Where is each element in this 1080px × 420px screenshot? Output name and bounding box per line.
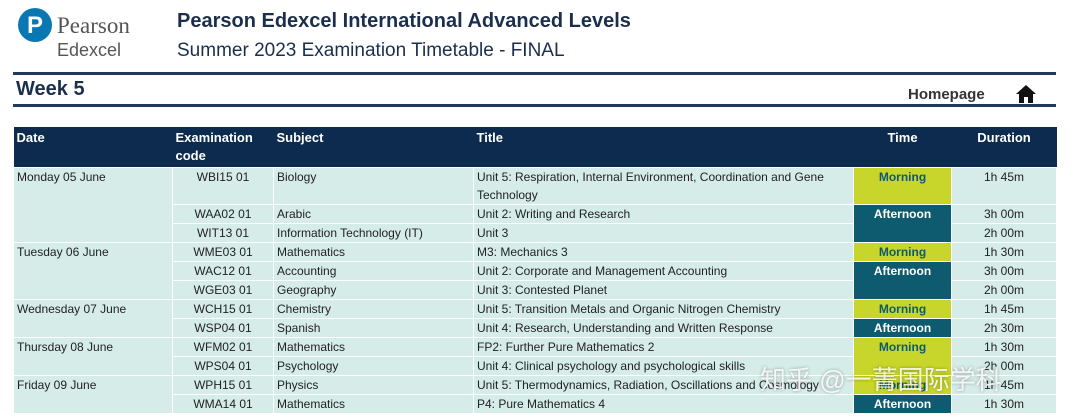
exam-row: WMA14 01 Mathematics P4: Pure Mathematics …: [14, 394, 1057, 414]
date-cell: Wednesday 07 June: [13, 299, 173, 338]
exam-row: WPS04 01 Psychology Unit 4: Clinical psych…: [14, 356, 1057, 376]
duration-cell: 2h 30m: [951, 318, 1057, 338]
exam-row: WAA02 01 Arabic Unit 2: Writing and Resear…: [14, 204, 1057, 243]
exam-row: WIT13 01 Information Technology (IT) Unit …: [14, 223, 1057, 243]
subject-cell: Spanish: [273, 318, 474, 338]
subject-cell: Psychology: [273, 356, 474, 376]
time-cell: Afternoon: [853, 318, 952, 338]
watermark: 知乎 @一菁国际学科: [760, 365, 1002, 395]
column-header: Date: [13, 127, 173, 168]
subject-cell: Chemistry: [273, 299, 474, 319]
week-label: Week 5: [16, 78, 85, 100]
duration-cell: 2h 00m: [951, 223, 1057, 243]
exam-row: Tuesday 06 June WME03 01 Mathematics M3: Me…: [13, 242, 1057, 300]
subject-cell: Mathematics: [273, 337, 474, 357]
code-cell: WMA14 01: [172, 394, 274, 414]
code-cell: WBI15 01: [172, 167, 274, 205]
time-cell: Afternoon: [853, 204, 952, 243]
title-cell: Unit 3: [473, 223, 854, 243]
subject-cell: Geography: [273, 280, 474, 300]
title-cell: Unit 4: Research, Understanding and Writ…: [473, 318, 854, 338]
code-cell: WSP04 01: [172, 318, 274, 338]
table-body: Monday 05 June WBI15 01 Biology Unit 5: Res…: [13, 167, 1057, 414]
code-cell: WPS04 01: [172, 356, 274, 376]
code-cell: WAC12 01: [172, 261, 274, 281]
title-cell: FP2: Further Pure Mathematics 2: [473, 337, 854, 357]
rule: [13, 104, 1056, 107]
subject-cell: Biology: [273, 167, 474, 205]
exam-row: Wednesday 07 June WCH15 01 Chemistry Unit 5…: [13, 299, 1057, 338]
header-title: Pearson Edexcel International Advanced L…: [177, 10, 631, 32]
time-cell: Afternoon: [853, 261, 952, 300]
code-cell: WAA02 01: [172, 204, 274, 224]
date-cell: Friday 09 June: [13, 375, 173, 414]
home-icon[interactable]: [1015, 84, 1037, 104]
code-cell: WFM02 01: [172, 337, 274, 357]
subject-cell: Mathematics: [273, 242, 474, 262]
title-cell: Unit 2: Writing and Research: [473, 204, 854, 224]
column-header: Subject: [273, 127, 474, 168]
exam-row: WGE03 01 Geography Unit 3: Contested Plane…: [14, 280, 1057, 300]
logo-circle: [18, 8, 52, 42]
duration-cell: 3h 00m: [951, 204, 1057, 224]
exam-row: Thursday 08 June WFM02 01 Mathematics FP2: …: [13, 337, 1057, 376]
rule: [13, 72, 1056, 75]
header-subtitle: Summer 2023 Examination Timetable - FINA…: [177, 40, 565, 61]
exam-row: WAC12 01 Accounting Unit 2: Corporate and …: [14, 261, 1057, 300]
time-cell: Morning: [853, 337, 952, 376]
homepage-link[interactable]: Homepage: [908, 86, 985, 103]
duration-cell: 1h 45m: [951, 167, 1057, 205]
date-cell: Tuesday 06 June: [13, 242, 173, 300]
column-header: Duration: [951, 127, 1057, 168]
title-cell: Unit 4: Clinical psychology and psycholo…: [473, 356, 854, 376]
column-header: Time: [853, 127, 952, 168]
code-cell: WIT13 01: [172, 223, 274, 243]
duration-cell: 1h 30m: [951, 242, 1057, 262]
duration-cell: 1h 45m: [951, 299, 1057, 319]
title-cell: Unit 3: Contested Planet: [473, 280, 854, 300]
duration-cell: 1h 30m: [951, 337, 1057, 357]
time-cell: Morning: [853, 167, 952, 205]
subject-cell: Mathematics: [273, 394, 474, 414]
title-cell: Unit 2: Corporate and Management Account…: [473, 261, 854, 281]
exam-row: Friday 09 June WPH15 01 Physics Unit 5: The…: [13, 375, 1057, 414]
title-cell: Unit 5: Transition Metals and Organic Ni…: [473, 299, 854, 319]
duration-cell: 2h 00m: [951, 280, 1057, 300]
date-cell: Thursday 08 June: [13, 337, 173, 376]
code-cell: WME03 01: [172, 242, 274, 262]
time-cell: Morning: [853, 242, 952, 262]
duration-cell: 2h 00m: [951, 356, 1057, 376]
column-header: Examination code: [172, 127, 274, 168]
logo-bottom: Edexcel: [57, 40, 121, 60]
logo-top: Pearson: [57, 13, 130, 38]
subject-cell: Arabic: [273, 204, 474, 224]
logo-mark: P: [27, 12, 43, 39]
title-cell: P4: Pure Mathematics 4: [473, 394, 854, 414]
exam-row: WSP04 01 Spanish Unit 4: Research, Underst…: [14, 318, 1057, 338]
duration-cell: 3h 00m: [951, 261, 1057, 281]
subject-cell: Information Technology (IT): [273, 223, 474, 243]
timetable: Date Examination code Subject Title Time Dura…: [13, 127, 1057, 414]
duration-cell: 1h 45m: [951, 375, 1057, 395]
date-cell: Monday 05 June: [13, 167, 173, 243]
time-cell: Afternoon: [853, 394, 952, 414]
subject-cell: Accounting: [273, 261, 474, 281]
time-cell: Morning: [853, 375, 952, 395]
title-cell: Unit 5: Respiration, Internal Environmen…: [473, 167, 854, 205]
column-header: Title: [473, 127, 854, 168]
code-cell: WCH15 01: [172, 299, 274, 319]
code-cell: WGE03 01: [172, 280, 274, 300]
duration-cell: 1h 30m: [951, 394, 1057, 414]
time-cell: Morning: [853, 299, 952, 319]
logo: P Pearson Edexcel: [18, 8, 130, 60]
code-cell: WPH15 01: [172, 375, 274, 395]
subject-cell: Physics: [273, 375, 474, 395]
title-cell: M3: Mechanics 3: [473, 242, 854, 262]
exam-row: Monday 05 June WBI15 01 Biology Unit 5: Res…: [13, 167, 1057, 243]
header-row: Date Examination code Subject Title Time Dura…: [13, 127, 1057, 168]
